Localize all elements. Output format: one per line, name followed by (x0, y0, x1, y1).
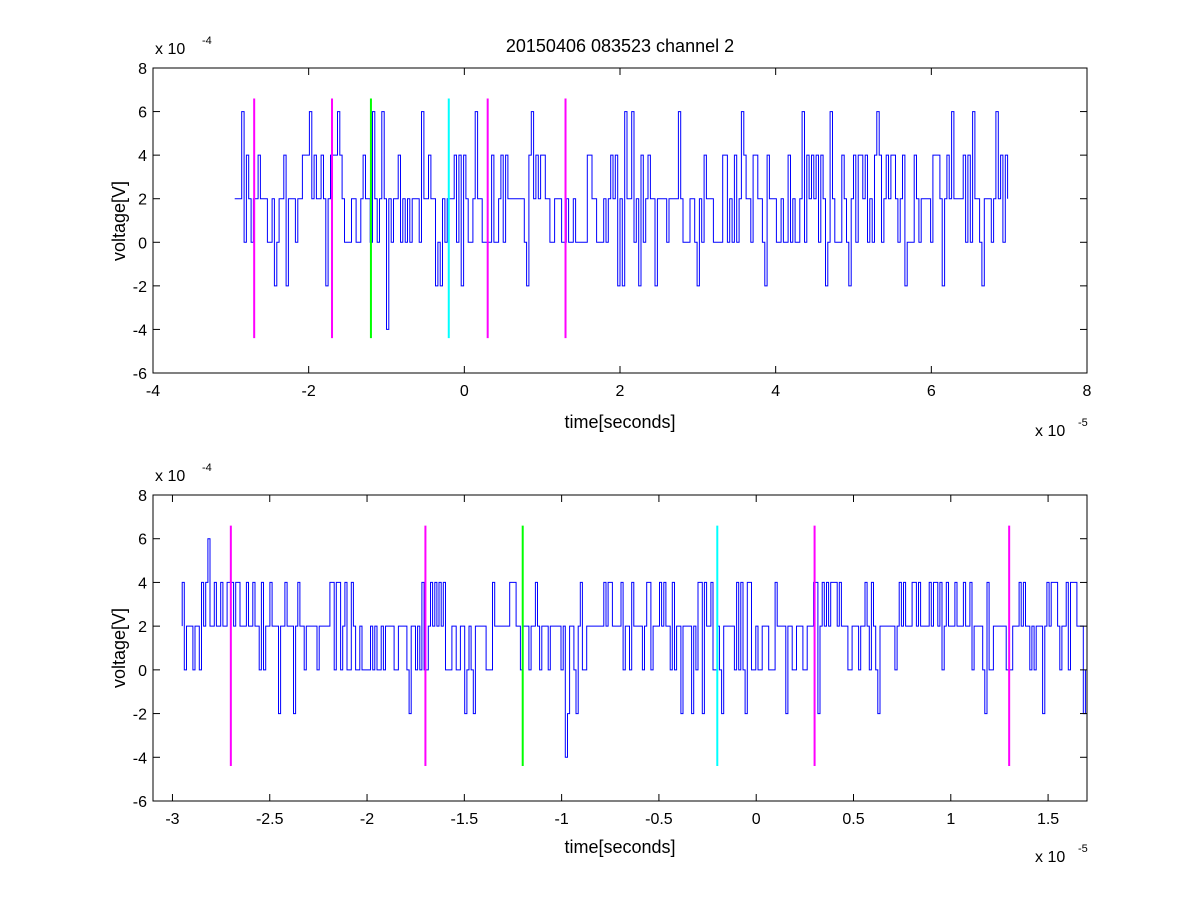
x-exponent-power: -5 (1078, 417, 1088, 429)
ticks-group: -3 -2.5 -2 -1.5 -1 -0.5 0 0.5 1 1.5 -6 -4 -2 0 2 4 6 8 (133, 488, 1087, 828)
x-tick-label: -1 (555, 811, 569, 828)
y-tick-label: 4 (138, 575, 147, 592)
y-tick-label: 4 (138, 148, 147, 165)
x-tick-label: 6 (927, 383, 936, 400)
y-tick-label: 6 (138, 532, 147, 549)
x-tick-label: 8 (1083, 383, 1092, 400)
y-exponent-label: x 10 -4 (155, 462, 212, 485)
x-exponent-base: x 10 (1035, 423, 1065, 440)
y-tick-label: 0 (138, 235, 147, 252)
signal-trace-group (234, 111, 1009, 330)
x-tick-label: 1.5 (1037, 811, 1059, 828)
x-tick-label: -4 (146, 383, 160, 400)
x-tick-label: 2 (616, 383, 625, 400)
y-exponent-power: -4 (202, 462, 212, 474)
axes-box (152, 494, 1088, 802)
x-exponent-base: x 10 (1035, 849, 1065, 866)
signal-trace (234, 111, 1009, 330)
x-tick-label: 0.5 (842, 811, 864, 828)
x-tick-label: -1.5 (451, 811, 479, 828)
y-tick-label: -6 (133, 794, 147, 811)
x-tick-label: 0 (460, 383, 469, 400)
y-exponent-base: x 10 (155, 468, 185, 485)
plot-title: 20150406 083523 channel 2 (506, 36, 734, 56)
y-exponent-base: x 10 (155, 41, 185, 58)
top-plot: 20150406 083523 channel 2 x 10 -4 x 10 -… (109, 35, 1092, 440)
x-tick-label: -2.5 (256, 811, 284, 828)
x-axis-label: time[seconds] (564, 412, 675, 432)
y-tick-label: -4 (133, 322, 147, 339)
x-tick-label: -3 (165, 811, 179, 828)
x-exponent-label: x 10 -5 (1035, 417, 1088, 440)
x-tick-label: 1 (946, 811, 955, 828)
y-exponent-label: x 10 -4 (155, 35, 212, 58)
x-exponent-label: x 10 -5 (1035, 843, 1088, 866)
x-exponent-power: -5 (1078, 843, 1088, 855)
y-axis-label: voltage[V] (109, 608, 129, 688)
y-tick-label: 2 (138, 192, 147, 209)
signal-trace-group (181, 538, 1086, 758)
x-tick-label: -2 (302, 383, 316, 400)
y-tick-label: 0 (138, 663, 147, 680)
y-tick-label: -4 (133, 750, 147, 767)
y-tick-label: -2 (133, 279, 147, 296)
y-tick-label: 8 (138, 488, 147, 505)
y-exponent-power: -4 (202, 35, 212, 47)
x-tick-label: -0.5 (645, 811, 673, 828)
y-tick-label: 8 (138, 61, 147, 78)
x-axis-label: time[seconds] (564, 837, 675, 857)
y-tick-label: -6 (133, 366, 147, 383)
signal-trace (181, 538, 1086, 758)
y-tick-label: -2 (133, 707, 147, 724)
marker-lines-group (253, 98, 567, 339)
y-tick-label: 2 (138, 619, 147, 636)
x-tick-label: 0 (752, 811, 761, 828)
y-axis-label: voltage[V] (109, 181, 129, 261)
bottom-plot: x 10 -4 x 10 -5 time[seconds] voltage[V]… (109, 462, 1088, 866)
x-tick-label: 4 (771, 383, 780, 400)
y-tick-label: 6 (138, 105, 147, 122)
x-tick-label: -2 (360, 811, 374, 828)
marker-lines-group (229, 525, 1011, 767)
